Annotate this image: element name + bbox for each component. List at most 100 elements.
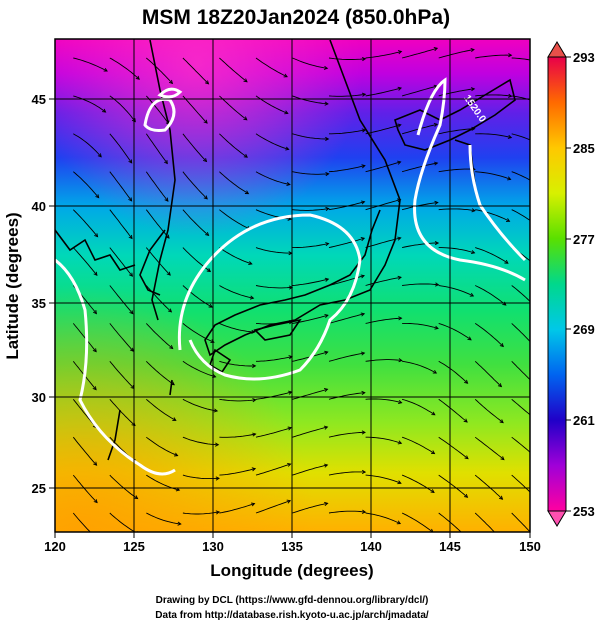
streamline — [219, 57, 248, 83]
streamline — [219, 285, 254, 299]
streamline-arrowhead — [398, 358, 403, 363]
streamline — [255, 391, 292, 400]
x-tick-label: 150 — [519, 539, 541, 554]
streamline — [328, 313, 365, 324]
streamline — [145, 285, 172, 313]
streamline-arrowhead — [323, 65, 329, 70]
streamline — [511, 133, 530, 141]
x-tick-label: 140 — [360, 539, 382, 554]
streamline-arrowhead — [431, 411, 436, 416]
streamline — [146, 398, 177, 421]
streamline — [365, 51, 402, 59]
streamline-arrowhead — [430, 489, 435, 494]
streamline-arrowhead — [360, 274, 366, 279]
streamline — [401, 474, 435, 493]
streamline — [72, 247, 98, 276]
streamline-arrowhead — [215, 476, 220, 481]
streamline-arrowhead — [284, 110, 289, 115]
grid-lines — [55, 39, 530, 532]
streamline — [292, 95, 328, 105]
x-axis-label: Longitude (degrees) — [210, 561, 373, 580]
streamline-arrowhead — [287, 462, 292, 467]
streamline — [475, 54, 512, 59]
streamline-arrowhead — [505, 218, 511, 222]
streamline-arrowhead — [325, 206, 330, 212]
streamline-arrowhead — [544, 62, 547, 65]
streamline-arrowhead — [499, 419, 504, 424]
streamline — [182, 285, 213, 308]
streamline-arrowhead — [464, 379, 469, 384]
streamline-arrowhead — [283, 73, 288, 78]
streamline-arrowhead — [97, 153, 102, 158]
streamline-arrowhead — [251, 329, 256, 334]
streamline — [292, 388, 328, 400]
streamline — [109, 95, 136, 122]
streamline-arrowhead — [396, 520, 402, 525]
streamline-arrowhead — [497, 383, 503, 388]
streamline — [219, 171, 249, 194]
streamline-arrowhead — [471, 250, 476, 255]
streamline — [438, 128, 475, 135]
streamline — [329, 129, 366, 135]
streamline-arrowhead — [361, 509, 367, 514]
streamline-arrowhead — [397, 236, 402, 241]
y-axis: 45 40 35 30 25 Latitude (degrees) — [3, 92, 55, 496]
x-axis: 120 125 130 135 140 145 150 Longitude (d… — [44, 532, 541, 580]
streamline-arrowhead — [92, 348, 97, 353]
streamline-arrowhead — [169, 345, 174, 350]
x-tick-label: 135 — [281, 539, 303, 554]
streamline — [292, 278, 329, 286]
streamline — [182, 398, 218, 412]
streamline — [365, 317, 402, 324]
y-axis-label: Latitude (degrees) — [3, 212, 22, 359]
streamline — [182, 323, 215, 343]
streamline — [182, 171, 208, 200]
streamline — [475, 94, 512, 97]
streamline-arrowhead — [498, 495, 504, 500]
streamline — [328, 510, 366, 514]
streamline-arrowhead — [534, 384, 537, 387]
streamline — [402, 360, 437, 374]
streamline-arrowhead — [129, 310, 134, 315]
streamline — [474, 512, 496, 532]
streamline-arrowhead — [361, 164, 366, 169]
streamline — [474, 398, 504, 423]
colorbar-label: 293 — [573, 50, 595, 65]
streamline — [328, 93, 366, 97]
streamline-arrowhead — [129, 272, 133, 277]
streamline — [365, 474, 402, 484]
colorbar-min-arrow — [547, 510, 567, 527]
streamline — [365, 87, 402, 97]
streamline — [73, 57, 108, 72]
streamline — [72, 323, 97, 352]
streamline-arrowhead — [172, 417, 177, 421]
streamline-arrowhead — [539, 226, 542, 229]
colorbar-label: 285 — [573, 141, 595, 156]
streamline-arrowhead — [397, 123, 402, 128]
streamline-arrowhead — [463, 534, 466, 537]
streamline-arrowhead — [360, 200, 366, 205]
streamline-arrowhead — [470, 47, 475, 53]
y-tick-label: 25 — [32, 481, 46, 496]
streamline — [401, 47, 438, 59]
streamline-arrowhead — [204, 80, 210, 85]
streamline-arrowhead — [398, 399, 403, 404]
streamline-arrowhead — [203, 119, 208, 124]
y-tick-label: 45 — [32, 92, 46, 107]
streamline-arrowhead — [244, 190, 250, 195]
streamline — [511, 171, 530, 181]
streamline — [365, 436, 402, 444]
streamline-arrowhead — [325, 242, 330, 247]
streamline — [182, 360, 216, 378]
streamline — [511, 436, 530, 453]
streamline — [438, 474, 468, 498]
streamline — [219, 433, 256, 438]
streamline-arrowhead — [397, 160, 402, 165]
streamline — [109, 285, 134, 314]
streamline — [438, 49, 475, 59]
streamline — [145, 360, 175, 386]
streamline — [511, 209, 530, 221]
contour-1520 — [55, 77, 527, 476]
streamline — [219, 503, 255, 514]
streamline-arrowhead — [508, 53, 513, 58]
